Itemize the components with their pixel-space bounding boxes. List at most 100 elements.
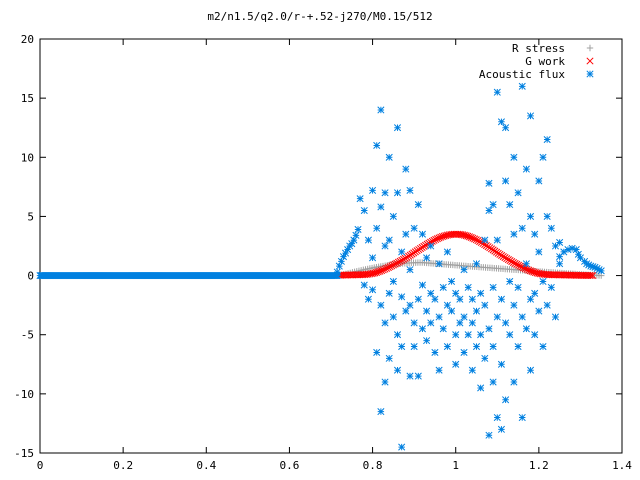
data-point — [506, 277, 514, 286]
data-point — [393, 189, 402, 197]
data-point — [556, 253, 564, 261]
x-tick-label: 0.6 — [279, 459, 299, 472]
data-point — [402, 307, 410, 315]
data-point — [489, 201, 497, 209]
data-point — [350, 271, 359, 279]
data-point — [431, 348, 439, 357]
data-point — [431, 295, 439, 303]
x-tick-label: 1 — [452, 459, 459, 472]
data-point — [531, 230, 539, 238]
data-point — [369, 254, 377, 262]
data-point — [587, 271, 595, 280]
data-point — [477, 289, 485, 297]
chart-title: m2/n1.5/q2.0/r-+.52-j270/M0.15/512 — [207, 10, 432, 23]
data-point — [508, 258, 516, 266]
data-point — [595, 266, 603, 274]
data-point — [489, 283, 497, 291]
data-point — [393, 331, 402, 339]
y-tick-label: 10 — [21, 151, 34, 164]
data-point — [485, 206, 493, 215]
data-point — [449, 230, 457, 238]
data-point — [452, 360, 460, 368]
data-point — [384, 263, 392, 272]
data-point — [548, 271, 556, 279]
data-point — [587, 262, 595, 270]
data-point — [410, 319, 418, 327]
data-point — [481, 301, 489, 309]
data-point — [568, 244, 576, 252]
x-tick-label: 0 — [37, 459, 44, 472]
data-point — [406, 266, 414, 274]
data-point — [472, 236, 480, 244]
data-point — [539, 153, 547, 161]
data-point — [428, 237, 436, 245]
data-point — [333, 268, 341, 276]
data-point — [377, 408, 385, 416]
data-point — [591, 263, 599, 271]
data-point — [418, 281, 427, 289]
data-point — [435, 366, 443, 374]
data-point — [423, 337, 431, 345]
legend-marker — [586, 70, 594, 78]
data-point — [502, 396, 510, 404]
x-tick-label: 0.8 — [363, 459, 383, 472]
data-point — [393, 366, 402, 374]
data-point — [556, 260, 564, 268]
data-point — [493, 88, 501, 96]
data-point — [377, 106, 385, 114]
data-point — [439, 325, 447, 333]
data-point — [381, 242, 389, 250]
data-point — [452, 331, 460, 339]
data-point — [398, 248, 406, 256]
data-point — [427, 242, 435, 250]
data-point — [381, 189, 389, 197]
data-point — [589, 271, 597, 280]
data-point — [347, 271, 355, 279]
data-point — [389, 277, 397, 286]
data-point — [531, 289, 539, 297]
data-point — [477, 384, 485, 392]
data-point — [551, 313, 560, 321]
data-point — [526, 212, 535, 220]
data-point — [497, 295, 505, 303]
data-point — [472, 342, 481, 351]
data-point — [448, 277, 456, 286]
data-point — [511, 259, 519, 267]
data-point — [373, 348, 381, 357]
data-point — [443, 301, 451, 309]
data-point — [356, 195, 364, 203]
data-point — [579, 271, 587, 279]
data-point — [460, 348, 468, 357]
data-point — [369, 286, 377, 294]
data-point — [389, 261, 397, 269]
data-point — [381, 319, 389, 327]
data-point — [373, 224, 381, 232]
data-point — [435, 260, 443, 268]
data-point — [398, 443, 406, 451]
data-point — [580, 271, 589, 279]
data-point — [402, 230, 410, 238]
data-point — [577, 271, 585, 279]
data-point — [345, 271, 354, 279]
data-point — [339, 253, 348, 261]
data-point — [448, 307, 456, 315]
series-2 — [36, 82, 605, 451]
data-point — [535, 248, 543, 256]
data-point — [406, 372, 414, 380]
data-point — [510, 230, 518, 238]
y-tick-label: -15 — [14, 447, 34, 460]
data-point — [364, 236, 372, 244]
data-point — [396, 257, 404, 265]
data-point — [477, 331, 485, 339]
data-point — [414, 372, 422, 380]
data-point — [510, 301, 518, 309]
data-point — [393, 259, 401, 267]
data-point — [582, 271, 590, 280]
legend-label: G work — [525, 55, 565, 68]
data-point — [564, 245, 572, 254]
plot-frame — [39, 38, 623, 454]
data-point — [418, 230, 427, 238]
data-point — [497, 360, 505, 368]
data-point — [489, 378, 497, 386]
series-0 — [336, 259, 605, 279]
